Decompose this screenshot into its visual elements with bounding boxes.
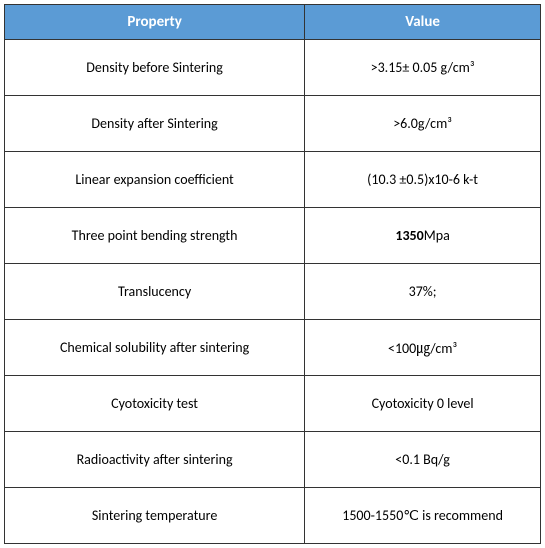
table-row: Radioactivity after sintering <0.1 Bq/g xyxy=(5,432,541,488)
value-cell: >6.0g/cm³ xyxy=(305,96,541,152)
table-row: Chemical solubility after sintering <100… xyxy=(5,320,541,376)
properties-table: Property Value Density before Sintering … xyxy=(4,4,541,544)
value-cell: 1500-1550℃ is recommend xyxy=(305,488,541,544)
table-row: Three point bending strength 1350Mpa xyxy=(5,208,541,264)
property-cell: Translucency xyxy=(5,264,305,320)
property-cell: Cyotoxicity test xyxy=(5,376,305,432)
value-cell: 37%; xyxy=(305,264,541,320)
value-bold: 1350 xyxy=(395,227,423,244)
header-value: Value xyxy=(305,5,541,40)
table-row: Density before Sintering >3.15± 0.05 g/c… xyxy=(5,40,541,96)
value-cell: <0.1 Bq/g xyxy=(305,432,541,488)
property-cell: Density after Sintering xyxy=(5,96,305,152)
property-cell: Chemical solubility after sintering xyxy=(5,320,305,376)
value-cell: <100㎍/cm³ xyxy=(305,320,541,376)
value-cell: Cyotoxicity 0 level xyxy=(305,376,541,432)
table-row: Sintering temperature 1500-1550℃ is reco… xyxy=(5,488,541,544)
table-row: Cyotoxicity test Cyotoxicity 0 level xyxy=(5,376,541,432)
value-cell: (10.3 ±0.5)x10-6 k-t xyxy=(305,152,541,208)
value-rest: Mpa xyxy=(424,227,450,244)
property-cell: Radioactivity after sintering xyxy=(5,432,305,488)
header-property: Property xyxy=(5,5,305,40)
value-cell: 1350Mpa xyxy=(305,208,541,264)
table-row: Translucency 37%; xyxy=(5,264,541,320)
table-row: Linear expansion coefficient (10.3 ±0.5)… xyxy=(5,152,541,208)
property-cell: Sintering temperature xyxy=(5,488,305,544)
value-cell: >3.15± 0.05 g/cm³ xyxy=(305,40,541,96)
property-cell: Three point bending strength xyxy=(5,208,305,264)
property-cell: Density before Sintering xyxy=(5,40,305,96)
property-cell: Linear expansion coefficient xyxy=(5,152,305,208)
table-row: Density after Sintering >6.0g/cm³ xyxy=(5,96,541,152)
table-header-row: Property Value xyxy=(5,5,541,40)
